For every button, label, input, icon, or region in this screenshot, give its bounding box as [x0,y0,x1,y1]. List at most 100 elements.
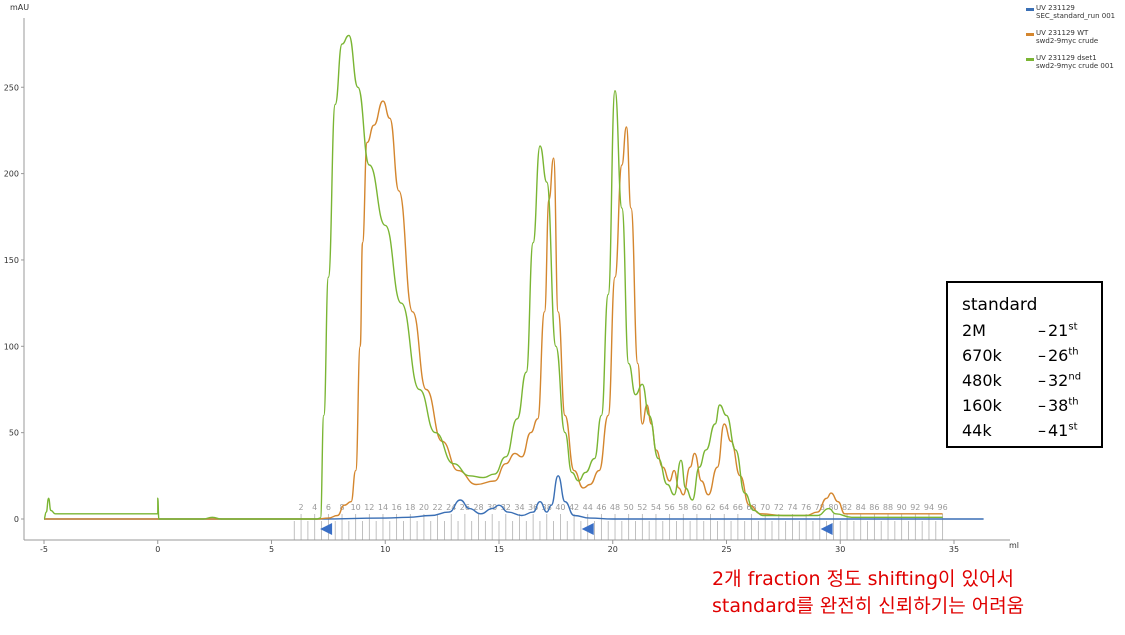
series-line-2 [43,34,943,520]
standard-annotation-box: standard 2M –21st 670k –26th 480k –32nd … [946,281,1103,448]
legend-label: UV 231129 dset1 swd2-9myc crude 001 [1036,54,1125,70]
standard-row: 160k –38th [962,396,1102,420]
fraction-label: 22 [432,503,442,512]
legend-line: UV 231129 [1036,4,1075,12]
dash: – [1038,346,1046,365]
y-tick-label: 200 [4,170,19,179]
note-line: standard를 완전히 신뢰하기는 어려움 [712,595,1025,617]
fraction-label: 64 [719,503,729,512]
fraction-label: 26 [460,503,470,512]
x-tick-label: 25 [721,545,731,554]
fraction-label: 86 [869,503,879,512]
fraction-label: 60 [692,503,702,512]
dash: – [1038,321,1046,340]
fraction-label: 20 [419,503,429,512]
dash: – [1038,421,1046,440]
y-tick-label: 150 [4,256,19,265]
standard-mw: 44k [962,421,992,440]
legend-line: swd2-9myc crude [1036,37,1099,45]
fraction-label: 12 [364,503,374,512]
legend-label: UV 231129 SEC_standard_run 001 [1036,4,1125,20]
fraction-label: 56 [665,503,675,512]
standard-mw: 2M [962,321,986,340]
fraction-label: 50 [624,503,634,512]
fraction-label: 24 [446,503,456,512]
fraction-number: 41 [1048,421,1069,440]
fraction-arrows [320,523,833,535]
series-lines [43,34,984,520]
standard-mw: 160k [962,396,1002,415]
standard-fraction: –26th [1038,346,1079,365]
fraction-label: 54 [651,503,661,512]
legend-line: UV 231129 dset1 [1036,54,1097,62]
ordinal-suffix: th [1068,396,1079,408]
fraction-label: 78 [815,503,825,512]
fraction-arrow [320,523,333,535]
standard-row: 670k –26th [962,346,1102,370]
fraction-label: 66 [733,503,743,512]
fraction-label: 46 [596,503,606,512]
fraction-label: 80 [828,503,838,512]
fraction-label: 92 [910,503,920,512]
standard-row: 480k –32nd [962,371,1102,395]
standard-row: 2M –21st [962,321,1102,345]
legend-label: UV 231129 WT swd2-9myc crude [1036,29,1125,45]
legend-item-dset1: UV 231129 dset1 swd2-9myc crude 001 [1026,54,1125,70]
fraction-label: 18 [405,503,415,512]
shift-note: 2개 fraction 정도 shifting이 있어서 standard를 완… [712,566,1024,620]
fraction-label: 48 [610,503,620,512]
fraction-label: 70 [760,503,770,512]
standard-row: 44k –41st [962,421,1102,445]
x-tick-label: -5 [40,545,48,554]
ordinal-suffix: st [1068,321,1078,333]
fraction-arrow [581,523,594,535]
ordinal-suffix: nd [1068,371,1082,383]
fraction-label: 34 [514,503,524,512]
fraction-label: 74 [787,503,797,512]
fraction-label: 52 [637,503,647,512]
standard-mw: 480k [962,371,1002,390]
y-tick-label: 100 [4,342,19,351]
fraction-label: 6 [326,503,331,512]
standard-mw: 670k [962,346,1002,365]
fraction-markers: 2 4 6 8 10 12 14 16 18 20 22 24 26 28 30 32 34 36 38 40 42 44… [293,503,948,540]
fraction-label: 76 [801,503,811,512]
legend-line: UV 231129 WT [1036,29,1089,37]
dash: – [1038,371,1046,390]
fraction-label: 82 [842,503,852,512]
standard-fraction: –32nd [1038,371,1081,390]
standard-title: standard [962,295,1038,315]
standard-fraction: –41st [1038,421,1078,440]
fraction-label: 36 [528,503,538,512]
series-line-0 [44,475,984,520]
fraction-label: 88 [883,503,893,512]
x-tick-label: 15 [494,545,504,554]
x-tick-label: 10 [380,545,390,554]
legend-line: swd2-9myc crude 001 [1036,62,1114,70]
x-tick-label: 5 [269,545,274,554]
fraction-label: 4 [312,503,317,512]
fraction-label: 72 [774,503,784,512]
fraction-number: 38 [1048,396,1069,415]
standard-fraction: –38th [1038,396,1079,415]
fraction-label: 62 [705,503,715,512]
x-tick-label: 30 [835,545,845,554]
fraction-label: 58 [678,503,688,512]
fraction-label: 28 [473,503,483,512]
legend-swatch-wt [1026,33,1034,36]
fraction-label: 38 [542,503,552,512]
fraction-label: 90 [897,503,907,512]
ordinal-suffix: st [1068,421,1078,433]
legend-swatch-dset1 [1026,58,1034,61]
fraction-number: 26 [1048,346,1069,365]
legend-swatch-standard [1026,8,1034,11]
fraction-label: 16 [392,503,402,512]
fraction-label: 2 [299,503,304,512]
fraction-label: 10 [351,503,361,512]
y-tick-label: 250 [4,83,19,92]
fraction-label: 94 [924,503,934,512]
series-line-1 [44,100,943,520]
fraction-label: 40 [555,503,565,512]
